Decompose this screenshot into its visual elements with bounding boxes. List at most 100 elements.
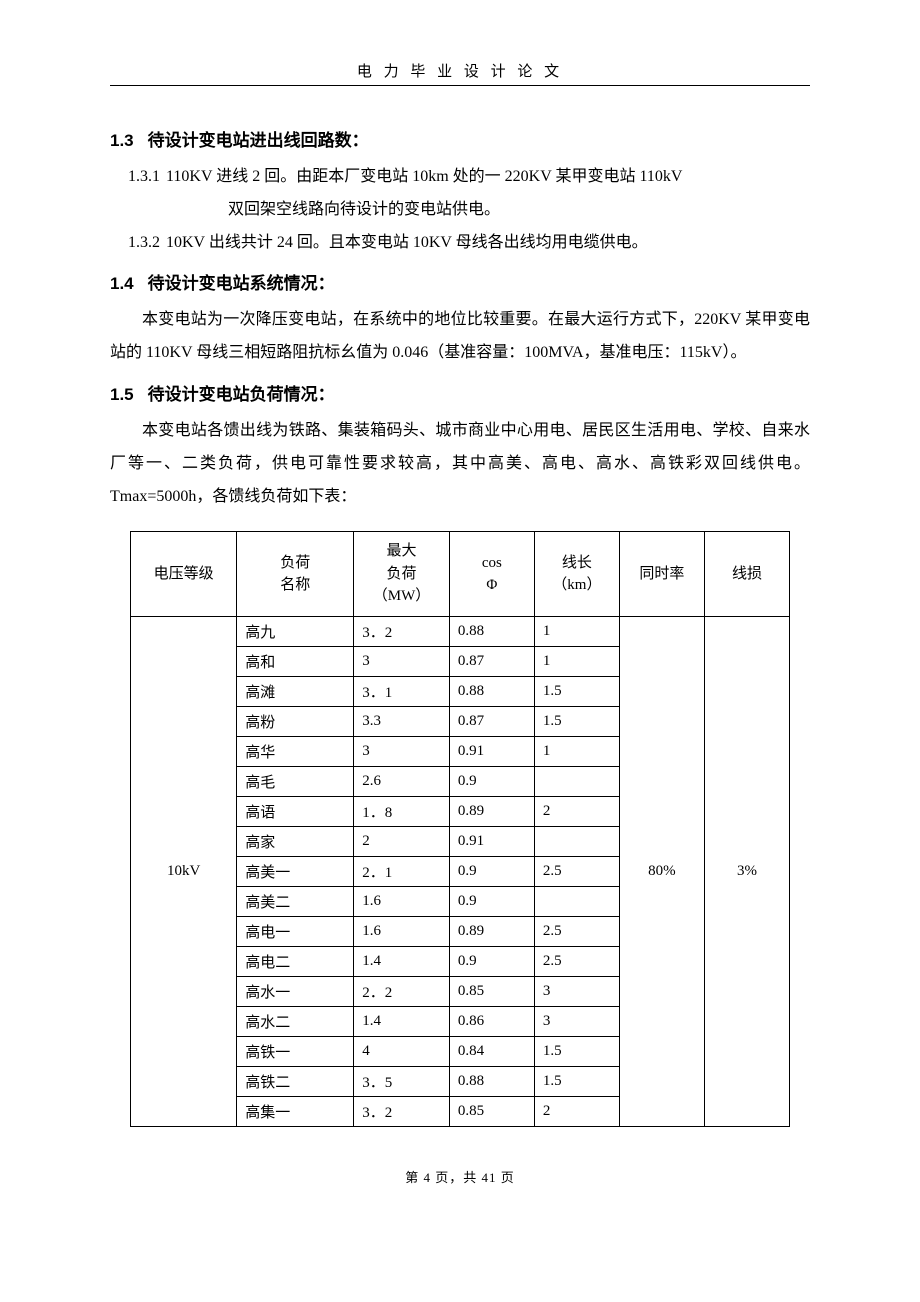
cell-name: 高华	[237, 736, 354, 766]
cell-mw: 3．2	[354, 1096, 450, 1126]
cell-len: 1	[534, 616, 619, 646]
cell-len: 1.5	[534, 706, 619, 736]
cell-cos: 0.91	[449, 736, 534, 766]
section-1-4-heading: 1.4 待设计变电站系统情况：	[110, 269, 810, 294]
cell-mw: 3．5	[354, 1066, 450, 1096]
cell-len: 2	[534, 796, 619, 826]
cell-cos: 0.85	[449, 976, 534, 1006]
cell-voltage: 10kV	[131, 616, 237, 1126]
cell-name: 高水一	[237, 976, 354, 1006]
cell-len	[534, 766, 619, 796]
section-1-5-heading: 1.5 待设计变电站负荷情况：	[110, 380, 810, 405]
section-1-4-title: 待设计变电站系统情况：	[148, 274, 335, 293]
cell-mw: 2．1	[354, 856, 450, 886]
cell-name: 高九	[237, 616, 354, 646]
col-len: 线长（km）	[534, 532, 619, 617]
load-table: 电压等级 负荷名称 最大负荷（MW） cosΦ 线长（km） 同时率 线损 10…	[130, 531, 790, 1127]
cell-len: 1.5	[534, 1036, 619, 1066]
cell-len: 2.5	[534, 916, 619, 946]
cell-len: 2	[534, 1096, 619, 1126]
cell-len	[534, 826, 619, 856]
table-row: 10kV高九3．20.88180%3%	[131, 616, 790, 646]
cell-name: 高水二	[237, 1006, 354, 1036]
cell-name: 高集一	[237, 1096, 354, 1126]
header-rule	[110, 85, 810, 86]
section-1-5-num: 1.5	[110, 385, 134, 404]
cell-cos: 0.85	[449, 1096, 534, 1126]
cell-len: 2.5	[534, 946, 619, 976]
col-name: 负荷名称	[237, 532, 354, 617]
cell-mw: 3	[354, 646, 450, 676]
item-1-3-1-text: 110KV 进线 2 回。由距本厂变电站 10km 处的一 220KV 某甲变电…	[166, 168, 682, 185]
cell-cos: 0.84	[449, 1036, 534, 1066]
cell-name: 高铁二	[237, 1066, 354, 1096]
cell-cos: 0.88	[449, 676, 534, 706]
load-table-body: 10kV高九3．20.88180%3%高和30.871高滩3．10.881.5高…	[131, 616, 790, 1126]
section-1-3-num: 1.3	[110, 131, 134, 150]
page-body: 电 力 毕 业 设 计 论 文 1.3待设计变电站进出线回路数： 1.3.111…	[0, 0, 920, 1226]
cell-mw: 2	[354, 826, 450, 856]
cell-mw: 2.6	[354, 766, 450, 796]
cell-cos: 0.91	[449, 826, 534, 856]
cell-loss: 3%	[704, 616, 789, 1126]
cell-cos: 0.87	[449, 706, 534, 736]
cell-name: 高和	[237, 646, 354, 676]
cell-cos: 0.9	[449, 856, 534, 886]
section-1-4-para: 本变电站为一次降压变电站，在系统中的地位比较重要。在最大运行方式下，220KV …	[110, 304, 810, 370]
cell-name: 高美一	[237, 856, 354, 886]
cell-len: 1.5	[534, 676, 619, 706]
item-1-3-2-label: 1.3.2	[128, 234, 160, 251]
cell-mw: 4	[354, 1036, 450, 1066]
cell-mw: 1.6	[354, 916, 450, 946]
cell-cos: 0.88	[449, 616, 534, 646]
cell-mw: 3．2	[354, 616, 450, 646]
section-1-4-num: 1.4	[110, 274, 134, 293]
cell-cos: 0.9	[449, 766, 534, 796]
item-1-3-1-cont: 双回架空线路向待设计的变电站供电。	[128, 194, 810, 227]
cell-cos: 0.9	[449, 886, 534, 916]
cell-name: 高粉	[237, 706, 354, 736]
cell-mw: 1.6	[354, 886, 450, 916]
cell-cos: 0.89	[449, 916, 534, 946]
section-1-5-para: 本变电站各馈出线为铁路、集装箱码头、城市商业中心用电、居民区生活用电、学校、自来…	[110, 415, 810, 513]
cell-len: 1.5	[534, 1066, 619, 1096]
col-cos: cosΦ	[449, 532, 534, 617]
load-table-head: 电压等级 负荷名称 最大负荷（MW） cosΦ 线长（km） 同时率 线损	[131, 532, 790, 617]
cell-len: 3	[534, 1006, 619, 1036]
cell-len: 1	[534, 736, 619, 766]
item-1-3-2-text: 10KV 出线共计 24 回。且本变电站 10KV 母线各出线均用电缆供电。	[166, 234, 648, 251]
running-header: 电 力 毕 业 设 计 论 文	[110, 60, 810, 81]
item-1-3-1-label: 1.3.1	[128, 168, 160, 185]
cell-name: 高铁一	[237, 1036, 354, 1066]
cell-len: 2.5	[534, 856, 619, 886]
cell-len: 1	[534, 646, 619, 676]
cell-name: 高家	[237, 826, 354, 856]
col-concurrency: 同时率	[619, 532, 704, 617]
cell-name: 高语	[237, 796, 354, 826]
cell-mw: 3	[354, 736, 450, 766]
table-header-row: 电压等级 负荷名称 最大负荷（MW） cosΦ 线长（km） 同时率 线损	[131, 532, 790, 617]
cell-name: 高毛	[237, 766, 354, 796]
item-1-3-2: 1.3.2 10KV 出线共计 24 回。且本变电站 10KV 母线各出线均用电缆…	[128, 227, 810, 260]
cell-cos: 0.87	[449, 646, 534, 676]
cell-mw: 1．8	[354, 796, 450, 826]
cell-name: 高美二	[237, 886, 354, 916]
cell-name: 高滩	[237, 676, 354, 706]
cell-cos: 0.9	[449, 946, 534, 976]
section-1-3-title: 待设计变电站进出线回路数：	[148, 131, 369, 150]
col-mw: 最大负荷（MW）	[354, 532, 450, 617]
cell-cos: 0.88	[449, 1066, 534, 1096]
cell-cos: 0.89	[449, 796, 534, 826]
cell-name: 高电一	[237, 916, 354, 946]
cell-concurrency: 80%	[619, 616, 704, 1126]
item-1-3-1: 1.3.1 110KV 进线 2 回。由距本厂变电站 10km 处的一 220KV…	[128, 161, 810, 194]
cell-mw: 3．1	[354, 676, 450, 706]
section-1-3-heading: 1.3 待设计变电站进出线回路数：	[110, 126, 810, 151]
cell-name: 高电二	[237, 946, 354, 976]
cell-mw: 3.3	[354, 706, 450, 736]
cell-mw: 1.4	[354, 946, 450, 976]
section-1-5-title: 待设计变电站负荷情况：	[148, 385, 335, 404]
cell-len: 3	[534, 976, 619, 1006]
col-loss: 线损	[704, 532, 789, 617]
cell-cos: 0.86	[449, 1006, 534, 1036]
